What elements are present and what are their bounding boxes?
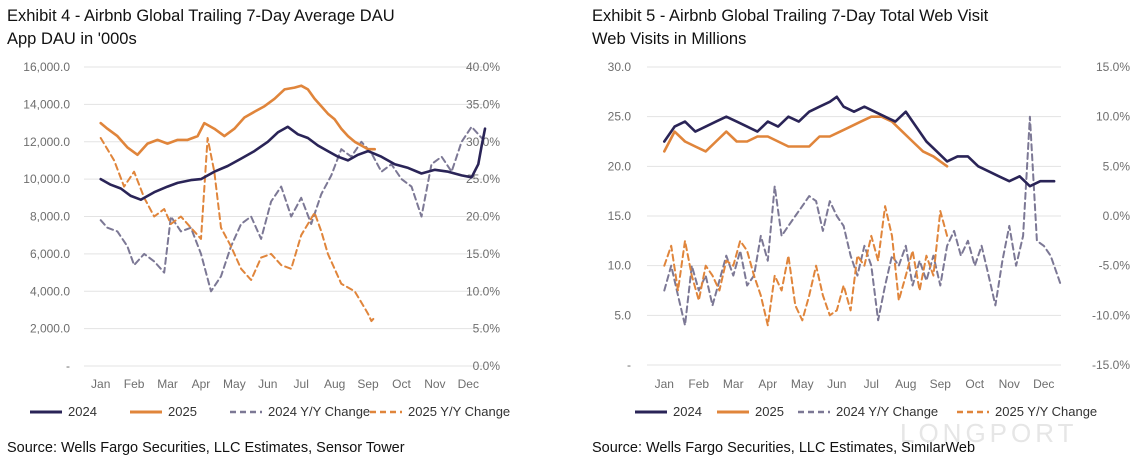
- y-left-tick-label: 10.0: [608, 259, 632, 273]
- legend-swatch: [635, 410, 667, 414]
- chart-subtitle: App DAU in '000s: [7, 30, 137, 48]
- series-line-2025-y-y-change: [99, 137, 376, 323]
- legend-swatch: [957, 410, 989, 414]
- legend-label: 2024: [673, 404, 702, 419]
- y-left-tick-label: 10,000.0: [23, 172, 70, 186]
- series-line-2024: [663, 95, 1056, 188]
- legend-label: 2025 Y/Y Change: [408, 404, 511, 419]
- legend-label: 2024: [68, 404, 97, 419]
- x-tick-label: May: [791, 377, 814, 391]
- x-tick-label: Sep: [930, 377, 952, 391]
- y-right-tick-label: 10.0%: [1096, 110, 1130, 124]
- x-tick-label: May: [223, 377, 246, 391]
- series-line-2024-y-y-change: [663, 115, 1062, 327]
- chart-source: Source: Wells Fargo Securities, LLC Esti…: [7, 440, 405, 456]
- y-right-tick-label: 20.0%: [466, 210, 500, 224]
- legend-swatch: [130, 410, 162, 414]
- series-line-2025: [99, 84, 377, 157]
- y-left-tick-label: 14,000.0: [23, 97, 70, 111]
- legend-swatch: [230, 410, 262, 414]
- y-right-tick-label: 35.0%: [466, 97, 500, 111]
- legend-label: 2024 Y/Y Change: [268, 404, 371, 419]
- x-tick-label: Oct: [392, 377, 411, 391]
- x-tick-label: Jul: [864, 377, 879, 391]
- y-right-tick-label: 0.0%: [473, 359, 501, 373]
- y-left-tick-label: 20.0: [608, 159, 632, 173]
- x-tick-label: Aug: [324, 377, 345, 391]
- legend-label: 2025: [755, 404, 784, 419]
- chart-title: Exhibit 4 - Airbnb Global Trailing 7-Day…: [7, 7, 395, 25]
- x-tick-label: Nov: [424, 377, 445, 391]
- y-right-tick-label: 15.0%: [1096, 60, 1130, 74]
- y-left-tick-label: 2,000.0: [30, 322, 70, 336]
- x-tick-label: Apr: [758, 377, 777, 391]
- y-right-tick-label: -5.0%: [1099, 259, 1131, 273]
- y-right-tick-label: 5.0%: [473, 322, 501, 336]
- y-left-tick-label: 8,000.0: [30, 210, 70, 224]
- y-left-tick-label: 15.0: [608, 209, 632, 223]
- x-tick-label: Jan: [91, 377, 110, 391]
- x-tick-label: Feb: [688, 377, 709, 391]
- legend-swatch: [798, 410, 830, 414]
- y-right-tick-label: 0.0%: [1103, 209, 1131, 223]
- x-tick-label: Aug: [895, 377, 916, 391]
- y-right-tick-label: 40.0%: [466, 60, 500, 74]
- y-right-tick-label: 5.0%: [1103, 159, 1131, 173]
- y-right-tick-label: 15.0%: [466, 247, 500, 261]
- x-tick-label: Jun: [827, 377, 846, 391]
- exhibit-5-panel: Exhibit 5 - Airbnb Global Trailing 7-Day…: [585, 0, 1137, 463]
- legend-swatch: [30, 410, 62, 414]
- y-left-tick-label: 6,000.0: [30, 247, 70, 261]
- legend-label: 2025 Y/Y Change: [995, 404, 1098, 419]
- series-line-2024-y-y-change: [99, 125, 483, 293]
- x-tick-label: Dec: [458, 377, 479, 391]
- legend-swatch: [370, 410, 402, 414]
- y-left-tick-label: 25.0: [608, 110, 632, 124]
- y-right-tick-label: -15.0%: [1092, 358, 1130, 372]
- chart-subtitle: Web Visits in Millions: [592, 30, 747, 48]
- x-tick-label: Jun: [258, 377, 277, 391]
- legend-label: 2024 Y/Y Change: [836, 404, 939, 419]
- y-right-tick-label: -10.0%: [1092, 308, 1130, 322]
- x-tick-label: Nov: [999, 377, 1020, 391]
- y-right-tick-label: 25.0%: [466, 172, 500, 186]
- series-line-2025: [663, 115, 949, 168]
- chart-title: Exhibit 5 - Airbnb Global Trailing 7-Day…: [592, 7, 989, 25]
- x-tick-label: Jul: [294, 377, 309, 391]
- x-tick-label: Apr: [192, 377, 211, 391]
- y-left-tick-label: 16,000.0: [23, 60, 70, 74]
- x-tick-label: Sep: [357, 377, 379, 391]
- y-left-tick-label: 30.0: [608, 60, 632, 74]
- y-right-tick-label: 10.0%: [466, 284, 500, 298]
- y-left-tick-label: 4,000.0: [30, 284, 70, 298]
- y-left-tick-label: -: [627, 358, 631, 372]
- exhibit-4-panel: Exhibit 4 - Airbnb Global Trailing 7-Day…: [0, 0, 560, 463]
- chart-source: Source: Wells Fargo Securities, LLC Esti…: [592, 440, 976, 456]
- x-tick-label: Jan: [655, 377, 674, 391]
- watermark: LONGPORT: [900, 418, 1078, 448]
- series-line-2024: [99, 125, 487, 201]
- x-tick-label: Feb: [124, 377, 145, 391]
- y-left-tick-label: 5.0: [614, 308, 631, 322]
- exhibit-5-chart: 30.025.020.015.010.05.0-15.0%10.0%5.0%0.…: [608, 60, 1131, 391]
- y-left-tick-label: -: [66, 359, 70, 373]
- x-tick-label: Mar: [723, 377, 744, 391]
- series-line-2025-y-y-change: [663, 205, 949, 327]
- legend-swatch: [717, 410, 749, 414]
- x-tick-label: Dec: [1033, 377, 1054, 391]
- legend-label: 2025: [168, 404, 197, 419]
- x-tick-label: Mar: [157, 377, 178, 391]
- y-left-tick-label: 12,000.0: [23, 135, 70, 149]
- exhibit-4-chart: 16,000.0 14,000.0 12,000.0 10,000.0 8,000.0 6…: [23, 60, 501, 391]
- x-tick-label: Oct: [965, 377, 984, 391]
